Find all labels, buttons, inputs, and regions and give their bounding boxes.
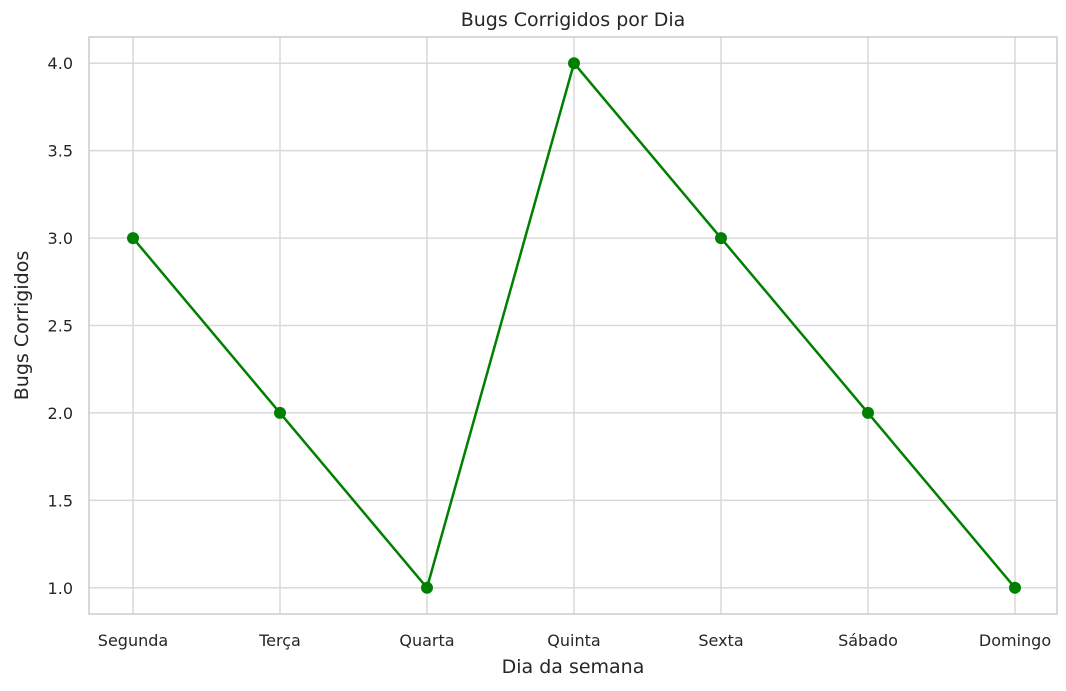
data-point-marker xyxy=(1009,581,1021,594)
data-point-marker xyxy=(274,406,286,419)
data-point-marker xyxy=(568,57,580,70)
x-tick-label: Domingo xyxy=(979,631,1051,650)
y-tick-label: 1.0 xyxy=(48,579,73,598)
x-tick-label: Quarta xyxy=(399,631,454,650)
y-tick-label: 3.0 xyxy=(48,229,73,248)
y-tick-label: 3.5 xyxy=(48,142,73,161)
y-tick-labels: 1.0 1.5 2.0 2.5 3.0 3.5 4.0 xyxy=(48,54,73,598)
y-tick-label: 2.5 xyxy=(48,317,73,336)
data-point-marker xyxy=(862,406,874,419)
x-axis-title: Dia da semana xyxy=(502,656,645,678)
plot-frame xyxy=(88,36,1058,615)
y-tick-label: 4.0 xyxy=(48,54,73,73)
x-tick-label: Sexta xyxy=(698,631,743,650)
x-tick-label: Segunda xyxy=(98,631,168,650)
series-layer xyxy=(127,57,1021,594)
x-tick-label: Quinta xyxy=(547,631,600,650)
data-point-marker xyxy=(421,581,433,594)
data-point-marker xyxy=(715,232,727,245)
x-tick-labels: Segunda Terça Quarta Quinta Sexta Sábado Domin… xyxy=(98,631,1051,650)
data-point-marker xyxy=(127,232,139,245)
x-tick-label: Sábado xyxy=(838,631,898,650)
chart-title: Bugs Corrigidos por Dia xyxy=(461,9,686,31)
y-tick-label: 1.5 xyxy=(48,491,73,510)
x-tick-label: Terça xyxy=(258,631,301,650)
y-tick-label: 2.0 xyxy=(48,404,73,423)
y-axis-title: Bugs Corrigidos xyxy=(11,251,33,400)
